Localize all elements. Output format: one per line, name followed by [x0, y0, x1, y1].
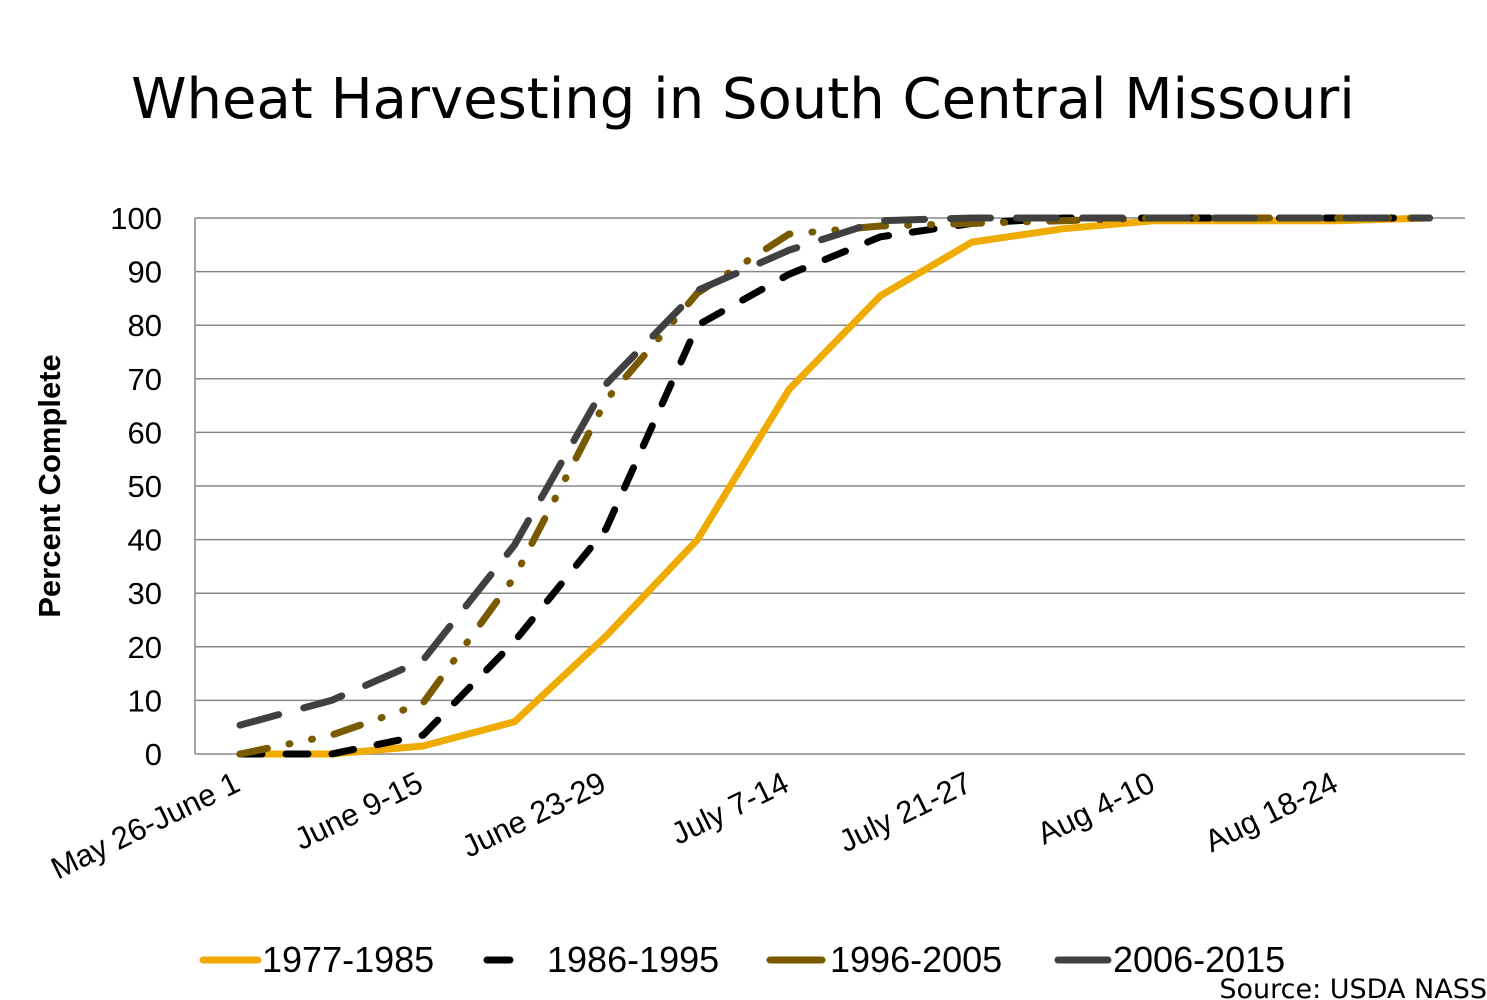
- legend-item: 1986-1995: [483, 939, 719, 980]
- legend-label: 1977-1985: [262, 939, 434, 980]
- x-tick-label: Aug 18-24: [1199, 765, 1343, 859]
- y-tick-label: 40: [128, 523, 162, 558]
- gridlines: [195, 217, 1465, 755]
- x-tick-label: June 23-29: [456, 765, 611, 864]
- y-tick-label: 30: [128, 576, 162, 611]
- legend-item: 2006-2015: [1054, 939, 1285, 980]
- y-tick-label: 0: [145, 737, 162, 772]
- legend-label: 2006-2015: [1113, 939, 1285, 980]
- y-tick-label: 80: [128, 308, 162, 343]
- legend-label: 1996-2005: [830, 939, 1002, 980]
- legend-item: 1996-2005: [766, 939, 1002, 980]
- y-tick-label: 90: [128, 255, 162, 290]
- legend-item: 1977-1985: [199, 939, 434, 980]
- y-axis-title: Percent Complete: [32, 354, 67, 618]
- y-tick-label: 50: [128, 469, 162, 504]
- x-tick-label: May 26-June 1: [45, 765, 245, 886]
- series-line-1996-2005: [236, 214, 1433, 758]
- chart-title: Wheat Harvesting in South Central Missou…: [131, 67, 1355, 132]
- y-tick-label: 60: [128, 415, 162, 450]
- x-tick-label: July 7-14: [666, 765, 794, 852]
- y-tick-label: 70: [128, 362, 162, 397]
- series-lines: [236, 214, 1433, 758]
- x-tick-labels: May 26-June 1 June 9-15 June 23-29 July 7-1…: [45, 765, 1343, 886]
- y-tick-labels: 0 10 20 30 40 50 60 70 80 90 100: [110, 201, 162, 772]
- y-tick-label: 10: [128, 683, 162, 718]
- y-tick-label: 20: [128, 630, 162, 665]
- x-tick-label: July 21-27: [833, 765, 977, 859]
- y-tick-label: 100: [110, 201, 162, 236]
- source-note: Source: USDA NASS: [1219, 974, 1487, 1000]
- x-tick-label: June 9-15: [289, 765, 428, 857]
- legend-label: 1986-1995: [547, 939, 719, 980]
- x-tick-label: Aug 4-10: [1032, 765, 1160, 852]
- series-line-2006-2015: [236, 214, 1433, 729]
- legend: 1977-1985 1986-1995 1996-2005 2006-2015: [199, 939, 1285, 980]
